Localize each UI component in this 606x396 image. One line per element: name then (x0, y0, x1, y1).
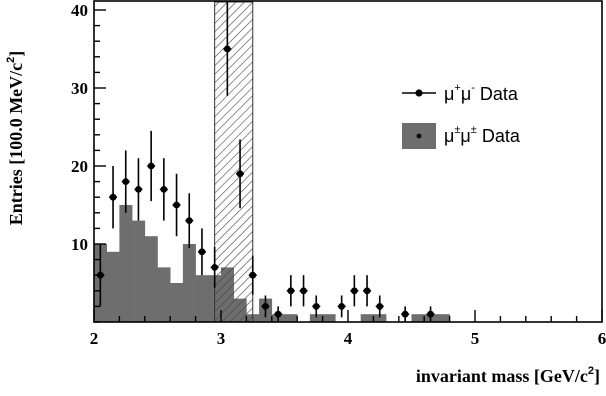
data-point (248, 255, 257, 295)
data-point (236, 139, 245, 209)
histogram-bar (106, 251, 120, 322)
x-tick-label: 5 (471, 329, 480, 348)
histogram-bar (157, 267, 171, 322)
data-marker (122, 178, 130, 186)
histogram-bar (170, 283, 184, 322)
excluded-region (214, 1, 254, 323)
histogram-bar (360, 314, 374, 322)
data-point (350, 275, 359, 307)
data-marker (312, 303, 320, 310)
data-marker (401, 310, 409, 318)
histogram-bar (132, 220, 146, 322)
data-marker (274, 310, 282, 318)
data-point (363, 275, 372, 307)
histogram-bar (436, 314, 450, 322)
legend-entry-opposite-sign: μ+μ- Data (402, 82, 519, 104)
data-marker (376, 303, 384, 310)
opposite-sign-points (96, 2, 435, 322)
data-marker (350, 287, 358, 295)
legend: μ+μ- Data μ±μ± Data (402, 82, 521, 149)
data-marker (300, 287, 307, 295)
x-tick-label: 4 (344, 329, 353, 348)
data-marker (135, 186, 142, 193)
data-marker (198, 248, 206, 256)
histogram-bar (144, 236, 158, 322)
histogram-bar (322, 314, 336, 322)
data-point (223, 2, 232, 96)
data-point (274, 306, 283, 322)
data-point (185, 193, 194, 248)
data-marker (211, 264, 219, 271)
x-axis-title: invariant mass [GeV/c2] (416, 365, 600, 386)
legend-label-opposite-sign: μ+μ- Data (444, 82, 519, 104)
data-marker (147, 162, 155, 170)
data-marker (109, 193, 117, 201)
y-tick-label: 20 (71, 157, 88, 176)
histogram-bar (284, 314, 298, 322)
histogram-bar (182, 244, 196, 322)
data-point (197, 228, 206, 276)
legend-marker-dot (416, 133, 422, 139)
data-marker (236, 170, 244, 178)
same-sign-histogram (94, 205, 450, 322)
data-marker (223, 45, 231, 53)
data-point (109, 166, 118, 229)
legend-entry-same-sign: μ±μ± Data (402, 123, 521, 149)
data-marker (185, 217, 193, 225)
histogram-bar (119, 205, 133, 322)
data-point (121, 150, 130, 213)
histogram-bar (309, 314, 323, 322)
data-marker (287, 287, 295, 295)
excluded-band (214, 1, 254, 323)
x-tick-label: 2 (90, 329, 99, 348)
y-tick-label: 10 (71, 235, 88, 254)
data-point (312, 295, 321, 318)
data-marker (249, 271, 257, 279)
data-point (286, 275, 295, 307)
legend-marker-dot (415, 89, 423, 97)
data-point (134, 158, 143, 221)
y-tick-label: 30 (71, 79, 88, 98)
data-point (375, 295, 384, 318)
y-tick-label: 40 (71, 1, 88, 20)
histogram-bar (373, 314, 387, 322)
axis-ticks: 2 3 4 5 6 10 20 30 40 (71, 1, 606, 348)
data-point (147, 130, 156, 202)
data-point (299, 275, 308, 307)
data-marker (160, 186, 168, 193)
x-tick-label: 6 (598, 329, 606, 348)
data-point (210, 247, 219, 288)
legend-label-same-sign: μ±μ± Data (444, 124, 521, 146)
data-point (401, 306, 410, 322)
data-point (172, 173, 181, 237)
data-marker (96, 271, 104, 279)
data-marker (338, 303, 346, 310)
y-axis-title: Entries [100.0 MeV/c2] (5, 51, 26, 226)
data-point (261, 295, 270, 318)
data-point (159, 158, 168, 221)
x-tick-label: 3 (217, 329, 226, 348)
data-marker (427, 310, 434, 318)
data-point (426, 306, 435, 322)
data-marker (262, 303, 269, 310)
data-point (337, 295, 346, 318)
histogram-bar (411, 314, 425, 322)
data-marker (363, 287, 371, 295)
histogram-bar (195, 275, 209, 322)
data-marker (173, 201, 180, 209)
